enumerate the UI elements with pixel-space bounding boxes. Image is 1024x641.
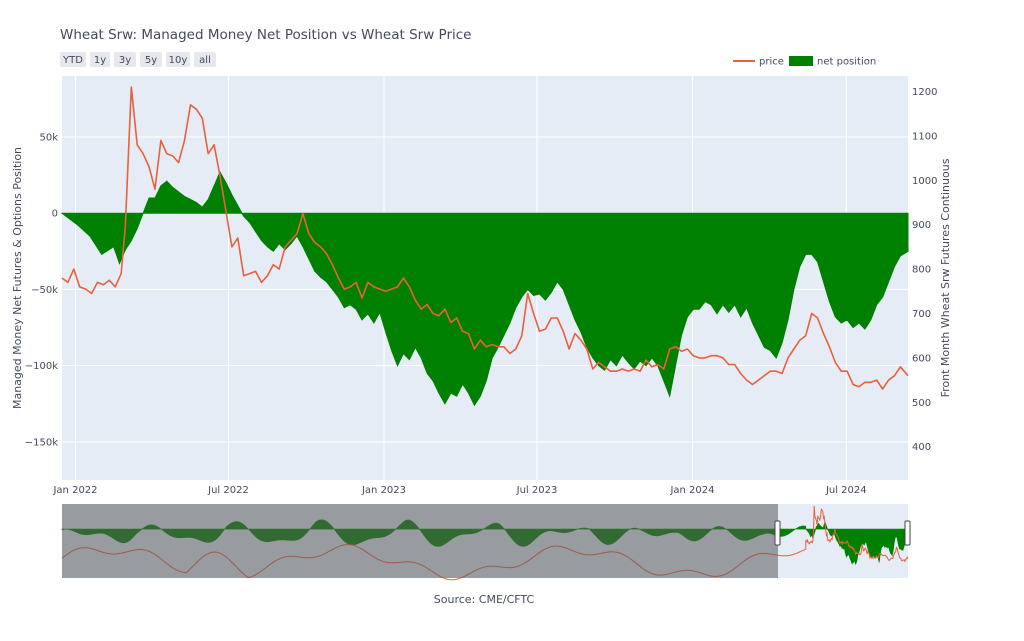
- y-tick-label: 50k: [39, 132, 58, 143]
- range-button-all[interactable]: all: [199, 55, 211, 66]
- range-button-bg[interactable]: [140, 52, 162, 67]
- range-button-bg[interactable]: [114, 52, 136, 67]
- y2-tick-label: 700: [912, 309, 931, 320]
- x-tick-label: Jan 2023: [361, 485, 406, 496]
- range-button-bg[interactable]: [60, 52, 86, 67]
- y2-axis-ticks: 400 500 600 700 800 900 1000 1100 1200: [912, 87, 937, 453]
- range-button-1y[interactable]: 1y: [94, 55, 106, 66]
- chart-title: Wheat Srw: Managed Money Net Position vs…: [60, 27, 471, 43]
- y2-tick-label: 1000: [912, 176, 937, 187]
- range-slider[interactable]: [61, 504, 911, 581]
- y2-tick-label: 1100: [912, 131, 937, 142]
- y-axis-title: Managed Money Net Futures & Options Posi…: [11, 147, 24, 409]
- range-button-bg[interactable]: [166, 52, 190, 67]
- y-tick-label: −50k: [31, 285, 58, 296]
- x-tick-label: Jan 2022: [52, 485, 97, 496]
- x-tick-label: Jan 2024: [669, 485, 714, 496]
- range-slider-mask-left: [62, 504, 778, 578]
- price-line: [61, 86, 909, 390]
- legend-net-position-swatch: [789, 56, 813, 66]
- y-tick-label: 0: [52, 209, 58, 220]
- range-slider-handle-left[interactable]: [774, 520, 781, 546]
- y-tick-label: −100k: [25, 361, 58, 372]
- x-tick-label: Jul 2022: [207, 485, 249, 496]
- legend-price-label[interactable]: price: [759, 57, 784, 68]
- range-selector: YTD 1y 3y 5y 10y all: [60, 52, 216, 67]
- range-button-bg[interactable]: [90, 52, 110, 67]
- y-tick-label: −150k: [25, 437, 58, 448]
- y2-tick-label: 1200: [912, 87, 937, 98]
- range-button-5y[interactable]: 5y: [145, 55, 157, 66]
- y-axis-ticks: 50k 0 −50k −100k −150k: [25, 132, 58, 448]
- legend: price net position: [733, 56, 876, 68]
- x-tick-label: Jul 2024: [825, 485, 867, 496]
- price-series[interactable]: [61, 86, 909, 390]
- range-button-3y[interactable]: 3y: [119, 55, 131, 66]
- y2-tick-label: 900: [912, 220, 931, 231]
- y2-axis-title: Front Month Wheat Srw Futures Continuous: [939, 158, 952, 397]
- source-note: Source: CME/CFTC: [434, 593, 535, 606]
- x-axis-ticks: Jan 2022 Jul 2022 Jan 2023 Jul 2023 Jan 2024…: [52, 485, 866, 496]
- range-button-bg[interactable]: [194, 52, 216, 67]
- x-tick-label: Jul 2023: [516, 485, 558, 496]
- net-position-area: [60, 170, 909, 407]
- range-button-10y[interactable]: 10y: [169, 55, 188, 66]
- y2-tick-label: 600: [912, 353, 931, 364]
- range-button-ytd[interactable]: YTD: [62, 55, 83, 66]
- net-position-series[interactable]: [60, 170, 909, 407]
- legend-net-position-label[interactable]: net position: [817, 57, 876, 68]
- range-slider-handle-right[interactable]: [904, 520, 911, 546]
- y2-tick-label: 500: [912, 398, 931, 409]
- y2-tick-label: 800: [912, 265, 931, 276]
- y2-tick-label: 400: [912, 442, 931, 453]
